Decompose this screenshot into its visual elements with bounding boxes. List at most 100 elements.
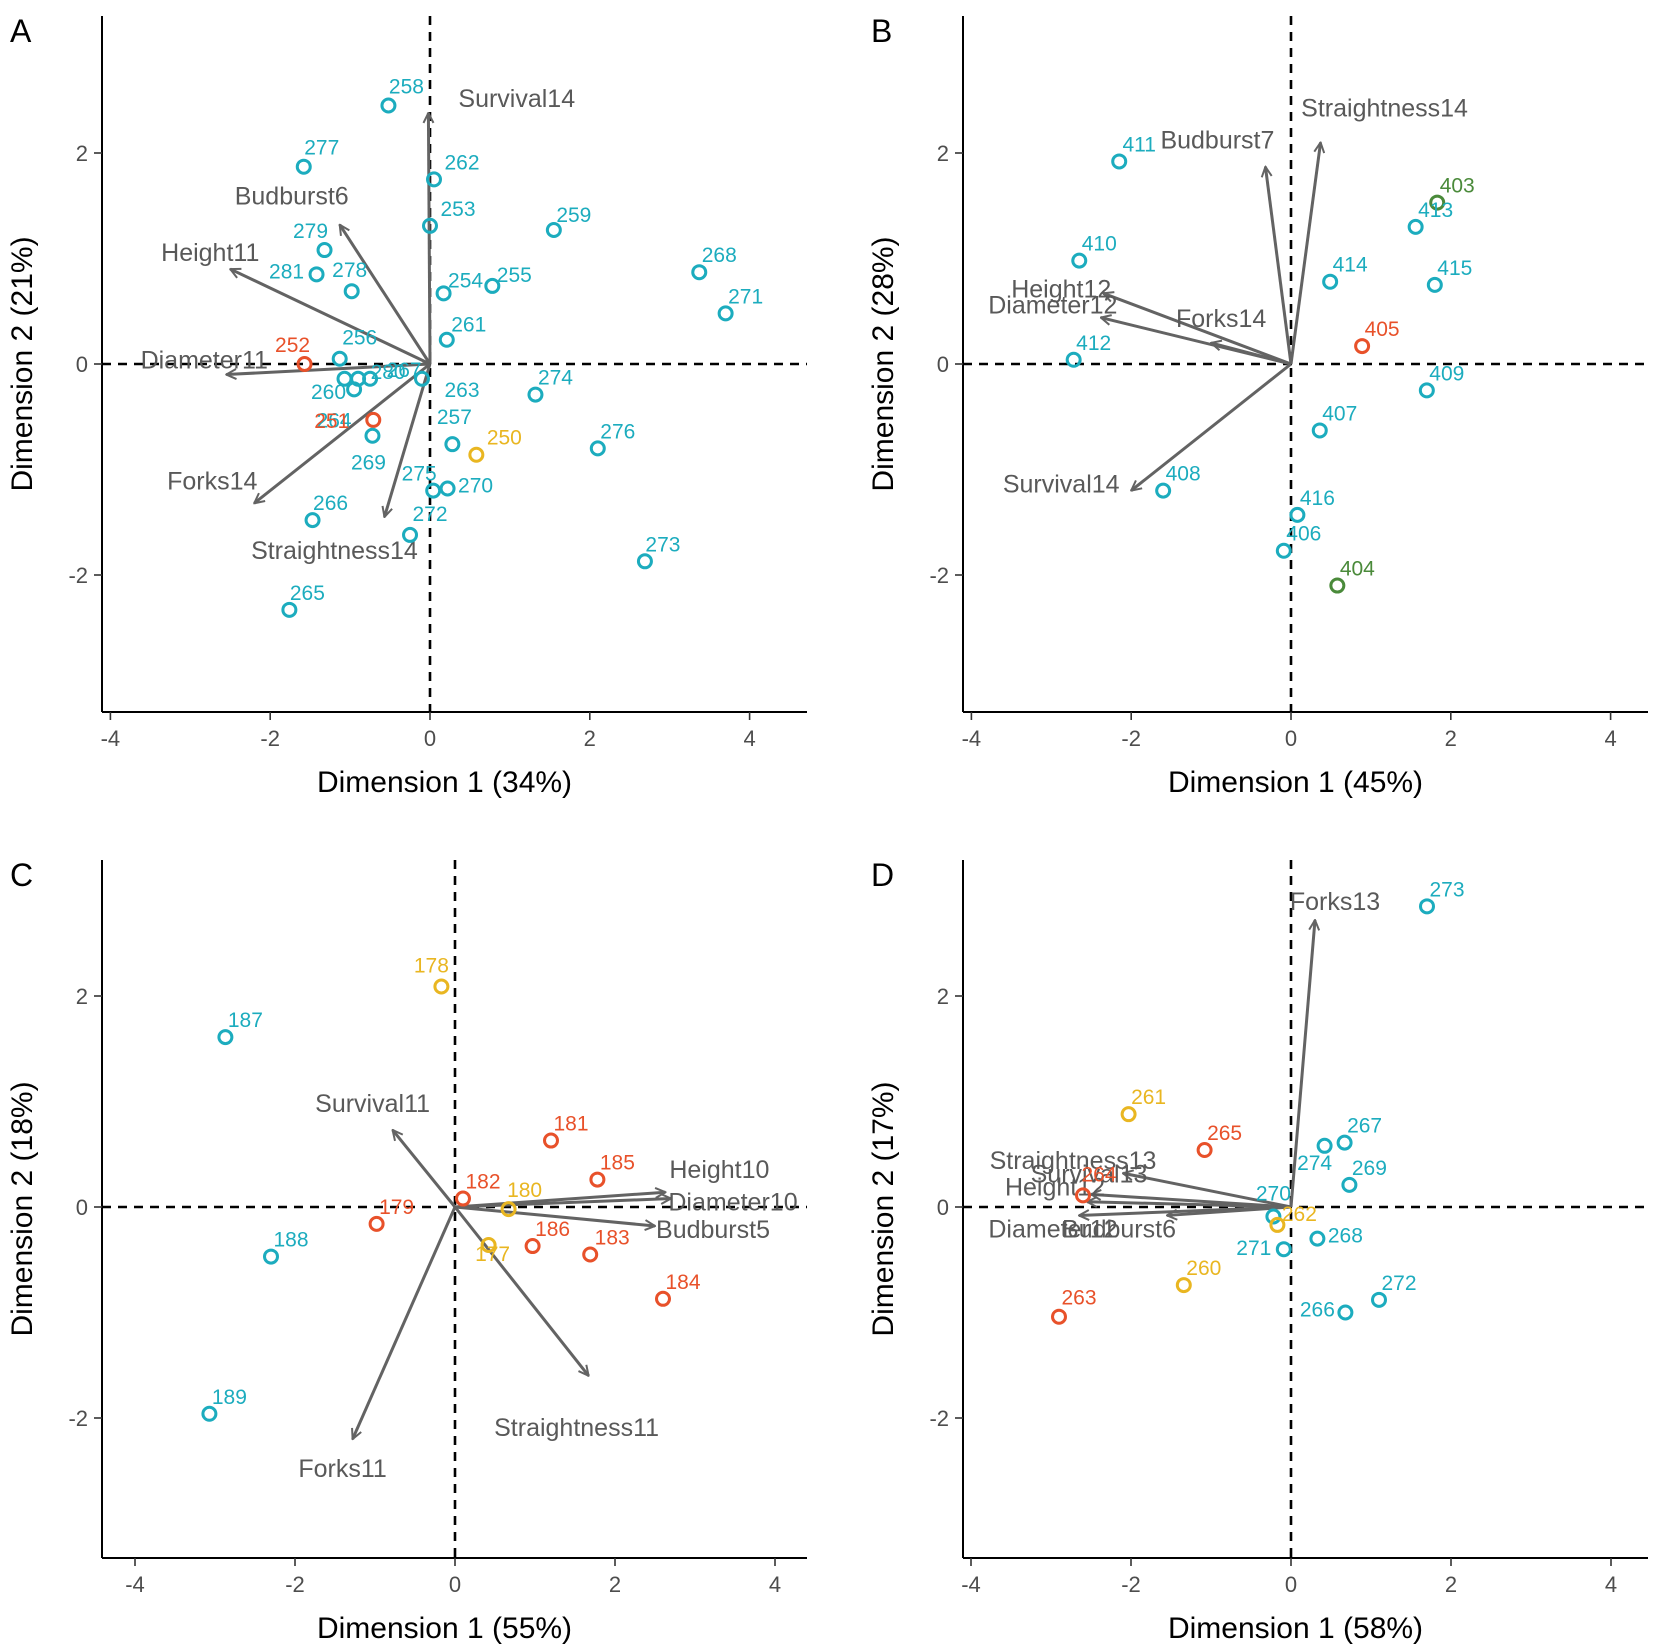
point-label: 259 xyxy=(556,204,591,227)
point-label: 255 xyxy=(497,264,532,287)
data-point xyxy=(1354,338,1371,355)
data-point xyxy=(589,440,606,457)
data-point xyxy=(545,222,562,239)
loading-arrow xyxy=(1123,1173,1292,1209)
panel-a: A -4 -2 0 2 4 -2 0 2 Dimension 1 (34%) Dimension 2… xyxy=(6,13,807,799)
point-label: 412 xyxy=(1076,332,1111,355)
x-tick-label: -4 xyxy=(961,1572,981,1597)
y-tick-label: 2 xyxy=(937,984,949,1009)
x-tick-label: 0 xyxy=(424,726,436,751)
point-label: 262 xyxy=(1282,1203,1317,1226)
loading-arrow xyxy=(454,1205,655,1226)
data-point xyxy=(455,1190,471,1207)
loading-label: Survival11 xyxy=(315,1090,430,1118)
x-tick-label: -2 xyxy=(1121,726,1141,751)
point-label: 270 xyxy=(458,474,493,497)
point-label: 178 xyxy=(414,955,449,978)
point-label: 414 xyxy=(1333,254,1368,277)
point-label: 258 xyxy=(389,76,424,99)
x-tick-label: -2 xyxy=(1121,1572,1141,1597)
loading-label: Diameter11 xyxy=(141,347,268,375)
loading-arrow xyxy=(1131,362,1292,491)
x-tick-label: -4 xyxy=(101,726,121,751)
point-label: 181 xyxy=(553,1113,588,1136)
data-point xyxy=(527,386,544,403)
x-tick-label: 2 xyxy=(1445,726,1457,751)
x-axis-title: Dimension 1 (34%) xyxy=(317,766,572,799)
loading-label: Height10 xyxy=(669,1156,769,1184)
point-label: 272 xyxy=(413,503,448,526)
point-label: 256 xyxy=(342,327,377,350)
data-point xyxy=(717,305,734,322)
loading-arrow xyxy=(384,363,432,517)
point-label: 179 xyxy=(379,1196,414,1219)
data-point xyxy=(444,436,461,453)
x-tick-label: 4 xyxy=(743,726,755,751)
point-label: 189 xyxy=(212,1386,247,1409)
loading-label: Straightness14 xyxy=(1301,94,1468,122)
x-axis-title: Dimension 1 (58%) xyxy=(1168,1612,1423,1645)
loading-label: Survival14 xyxy=(1003,471,1120,499)
loading-label: Budburst6 xyxy=(235,183,349,211)
y-tick-label: 2 xyxy=(76,141,88,166)
data-point xyxy=(636,553,653,570)
data-point xyxy=(365,411,382,428)
x-tick-label: -4 xyxy=(125,1572,145,1597)
point-label: 403 xyxy=(1440,175,1475,198)
data-point xyxy=(655,1290,671,1307)
panel-b: B -4 -2 0 2 4 -2 0 2 Dimension 1 (45%) Dimension 2… xyxy=(867,13,1648,799)
point-label: 262 xyxy=(444,151,479,174)
x-tick-label: 0 xyxy=(1285,726,1297,751)
y-tick-label: -2 xyxy=(68,563,88,588)
point-label: 411 xyxy=(1122,133,1155,156)
data-point xyxy=(422,217,438,234)
x-tick-label: -2 xyxy=(285,1572,305,1597)
point-label: 267 xyxy=(387,359,422,382)
point-label: 266 xyxy=(313,492,348,515)
point-label: 264 xyxy=(317,409,352,432)
data-point xyxy=(1265,1208,1282,1225)
data-point xyxy=(1341,1176,1358,1193)
point-label: 275 xyxy=(402,463,437,486)
point-label: 261 xyxy=(451,314,486,337)
point-label: 265 xyxy=(1207,1122,1242,1145)
data-point xyxy=(1316,1137,1333,1154)
data-point xyxy=(425,171,442,188)
panel-letter: A xyxy=(10,13,32,49)
x-tick-label: 2 xyxy=(1445,1572,1457,1597)
loading-arrow xyxy=(1103,293,1292,366)
data-point xyxy=(1426,276,1443,293)
point-label: 406 xyxy=(1286,523,1321,546)
point-label: 278 xyxy=(332,259,367,282)
loading-label: Height11 xyxy=(161,239,259,267)
point-label: 187 xyxy=(228,1009,263,1032)
data-point xyxy=(1407,218,1424,235)
data-point xyxy=(364,427,381,444)
y-axis-title: Dimension 2 (21%) xyxy=(6,236,39,491)
y-tick-label: 0 xyxy=(937,1195,949,1220)
loading-arrow xyxy=(428,113,430,365)
point-label: 257 xyxy=(437,406,472,429)
point-label: 279 xyxy=(293,220,328,243)
loading-arrow xyxy=(230,267,431,366)
data-point xyxy=(1275,1241,1292,1258)
data-point xyxy=(263,1248,279,1265)
data-point xyxy=(1175,1277,1192,1294)
point-label: 184 xyxy=(665,1271,700,1294)
loading-label: Diameter12 xyxy=(988,292,1117,320)
data-point xyxy=(281,601,298,618)
loading-label: Diameter10 xyxy=(668,1189,797,1217)
data-point xyxy=(346,381,363,398)
panel-d: D -4 -2 0 2 4 -2 0 2 Dimension 1 (58%) Dimension 2… xyxy=(867,857,1648,1645)
x-tick-label: 2 xyxy=(609,1572,621,1597)
point-label: 252 xyxy=(275,334,310,357)
loading-label: Forks13 xyxy=(1290,888,1380,916)
point-label: 263 xyxy=(1061,1287,1096,1310)
data-point xyxy=(1051,1308,1067,1325)
data-point xyxy=(295,158,312,175)
data-point xyxy=(201,1405,218,1422)
loading-arrow xyxy=(453,1206,589,1376)
x-tick-label: 4 xyxy=(1604,726,1616,751)
